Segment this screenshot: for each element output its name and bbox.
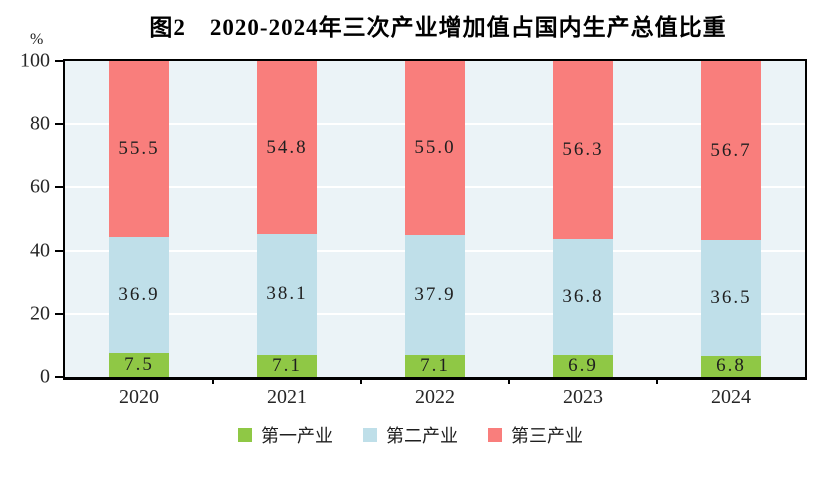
y-tick-20	[55, 312, 65, 315]
plot-area: 0 20 40 60 80 100 7.5 36.9 55.5 7.1 38.1 54.8 7.1 37…	[20, 50, 807, 408]
y-tick-label-40: 40	[30, 239, 50, 262]
bar-value-label: 55.0	[414, 136, 456, 158]
bar-group-2021: 7.1 38.1 54.8	[213, 61, 361, 377]
bar-segment-2020-第一产业: 7.5	[109, 353, 169, 377]
legend-swatch-icon	[363, 428, 377, 442]
bar-value-label: 55.5	[118, 138, 160, 160]
x-tick-boundary-1	[212, 377, 214, 384]
y-tick-40	[55, 249, 65, 252]
x-tick-boundary-2	[360, 377, 362, 384]
legend-item-第三产业: 第三产业	[488, 422, 583, 448]
y-axis-unit-label: %	[30, 31, 44, 48]
x-tick-label-2022: 2022	[415, 386, 455, 408]
bar-segment-2021-第三产业: 54.8	[257, 61, 317, 235]
legend: 第一产业 第二产业 第三产业	[0, 422, 821, 448]
bar-segment-2021-第二产业: 38.1	[257, 234, 317, 355]
bar-value-label: 37.9	[414, 283, 456, 305]
bar-segment-2021-第一产业: 7.1	[257, 354, 317, 377]
bar-value-label: 7.5	[124, 354, 154, 376]
x-tick-label-2023: 2023	[563, 386, 603, 408]
legend-swatch-icon	[488, 428, 502, 442]
legend-label: 第一产业	[261, 426, 333, 446]
bar-segment-2023-第一产业: 6.9	[553, 355, 613, 377]
y-tick-100	[55, 60, 65, 62]
bar-value-label: 36.8	[562, 286, 604, 308]
bar-stack-2021: 7.1 38.1 54.8	[257, 61, 317, 377]
bar-value-label: 56.3	[562, 138, 604, 160]
bar-segment-2022-第三产业: 55.0	[405, 61, 465, 235]
bar-stack-2022: 7.1 37.9 55.0	[405, 61, 465, 377]
bar-value-label: 36.5	[710, 286, 752, 308]
bar-segment-2023-第二产业: 36.8	[553, 238, 613, 356]
x-tick-label-2024: 2024	[711, 386, 751, 408]
bar-segment-2022-第一产业: 7.1	[405, 354, 465, 377]
bar-value-label: 56.7	[710, 139, 752, 161]
bar-stack-2023: 6.9 36.8 56.3	[553, 61, 613, 377]
x-tick-label-2021: 2021	[267, 386, 307, 408]
x-tick-label-2020: 2020	[119, 386, 159, 408]
legend-item-第二产业: 第二产业	[363, 422, 458, 448]
bar-segment-2024-第一产业: 6.8	[701, 355, 761, 377]
chart-title: 图2 2020-2024年三次产业增加值占国内生产总值比重	[149, 15, 727, 40]
bar-group-2024: 6.8 36.5 56.7	[657, 61, 805, 377]
bar-segment-2022-第二产业: 37.9	[405, 234, 465, 355]
bar-segment-2020-第三产业: 55.5	[109, 61, 169, 237]
y-tick-label-80: 80	[30, 112, 50, 135]
bar-value-label: 7.1	[420, 354, 450, 376]
bar-stack-2024: 6.8 36.5 56.7	[701, 61, 761, 377]
bar-value-label: 38.1	[266, 283, 308, 305]
bar-segment-2024-第三产业: 56.7	[701, 61, 761, 241]
legend-label: 第三产业	[511, 426, 583, 446]
bar-group-2020: 7.5 36.9 55.5	[65, 61, 213, 377]
y-tick-80	[55, 123, 65, 126]
bar-value-label: 54.8	[266, 136, 308, 158]
legend-label: 第二产业	[386, 426, 458, 446]
y-tick-label-60: 60	[30, 175, 50, 198]
y-tick-label-0: 0	[40, 365, 50, 388]
y-tick-label-100: 100	[20, 49, 50, 72]
legend-item-第一产业: 第一产业	[238, 422, 333, 448]
bar-group-2022: 7.1 37.9 55.0	[361, 61, 509, 377]
bar-segment-2023-第三产业: 56.3	[553, 61, 613, 239]
bar-segment-2024-第二产业: 36.5	[701, 240, 761, 356]
x-tick-boundary-4	[656, 377, 658, 384]
bar-value-label: 36.9	[118, 284, 160, 306]
x-tick-boundary-3	[508, 377, 510, 384]
y-tick-0	[55, 376, 65, 378]
bars-row: 7.5 36.9 55.5 7.1 38.1 54.8 7.1 37.9 55.0 6.9 36.8…	[65, 61, 805, 377]
bar-value-label: 7.1	[272, 354, 302, 376]
legend-swatch-icon	[238, 428, 252, 442]
bar-value-label: 6.8	[716, 355, 746, 377]
bar-value-label: 6.9	[568, 355, 598, 377]
y-tick-label-20: 20	[30, 302, 50, 325]
bar-stack-2020: 7.5 36.9 55.5	[109, 61, 169, 377]
bar-group-2023: 6.9 36.8 56.3	[509, 61, 657, 377]
y-tick-60	[55, 186, 65, 189]
bar-segment-2020-第二产业: 36.9	[109, 236, 169, 354]
